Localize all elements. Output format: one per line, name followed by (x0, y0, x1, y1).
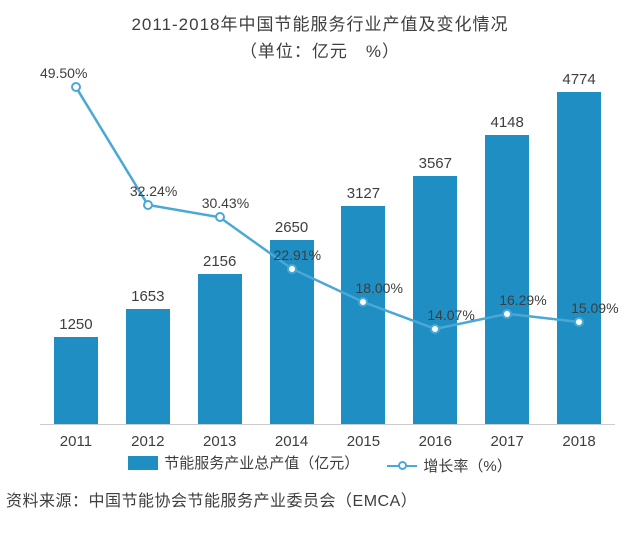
chart-title: 2011-2018年中国节能服务行业产值及变化情况 （单位：亿元 %） (0, 0, 640, 62)
line-value-2012: 32.24% (130, 183, 177, 199)
bar-2014 (270, 240, 314, 424)
bar-value-2017: 4148 (477, 114, 537, 131)
x-tick-2017: 2017 (477, 433, 537, 450)
source-prefix: 资料来源： (6, 493, 89, 510)
bar-value-2018: 4774 (549, 71, 609, 88)
bar-2015 (341, 206, 385, 424)
legend-label-bar: 节能服务产业总产值（亿元） (164, 452, 359, 473)
line-value-2011: 49.50% (40, 65, 87, 81)
line-value-2016: 14.07% (427, 307, 474, 323)
bar-2012 (126, 309, 170, 424)
source-text: 中国节能协会节能服务产业委员会（EMCA） (89, 493, 418, 510)
bar-2016 (413, 176, 457, 424)
x-tick-2012: 2012 (118, 433, 178, 450)
line-value-2018: 15.09% (571, 300, 618, 316)
legend-label-line: 增长率（%） (423, 455, 511, 476)
line-marker-2013 (215, 212, 225, 222)
bar-2017 (485, 135, 529, 424)
title-line-1: 2011-2018年中国节能服务行业产值及变化情况 (0, 10, 640, 35)
x-tick-2011: 2011 (46, 433, 106, 450)
legend-item-bar: 节能服务产业总产值（亿元） (128, 452, 359, 473)
line-marker-2011 (71, 82, 81, 92)
x-tick-2018: 2018 (549, 433, 609, 450)
bar-value-2015: 3127 (333, 185, 393, 202)
x-tick-2013: 2013 (190, 433, 250, 450)
plot-area: 1250201116532012215620132650201431272015… (40, 70, 615, 425)
line-value-2013: 30.43% (202, 195, 249, 211)
line-value-2017: 16.29% (499, 292, 546, 308)
line-marker-2012 (143, 200, 153, 210)
bar-2018 (557, 92, 601, 424)
source-citation: 资料来源：中国节能协会节能服务产业委员会（EMCA） (6, 487, 417, 511)
legend: 节能服务产业总产值（亿元） 增长率（%） (0, 452, 640, 476)
x-tick-2016: 2016 (405, 433, 465, 450)
bar-value-2013: 2156 (190, 253, 250, 270)
bar-2013 (198, 274, 242, 424)
x-tick-2014: 2014 (262, 433, 322, 450)
title-line-2: （单位：亿元 %） (0, 37, 640, 62)
line-value-2014: 22.91% (274, 247, 321, 263)
legend-swatch-line (387, 460, 417, 470)
legend-swatch-bar (128, 456, 158, 470)
bar-value-2016: 3567 (405, 155, 465, 172)
bar-value-2014: 2650 (262, 219, 322, 236)
bar-2011 (54, 337, 98, 424)
bar-value-2012: 1653 (118, 288, 178, 305)
line-value-2015: 18.00% (355, 280, 402, 296)
legend-item-line: 增长率（%） (387, 455, 511, 476)
x-tick-2015: 2015 (333, 433, 393, 450)
bar-value-2011: 1250 (46, 316, 106, 333)
